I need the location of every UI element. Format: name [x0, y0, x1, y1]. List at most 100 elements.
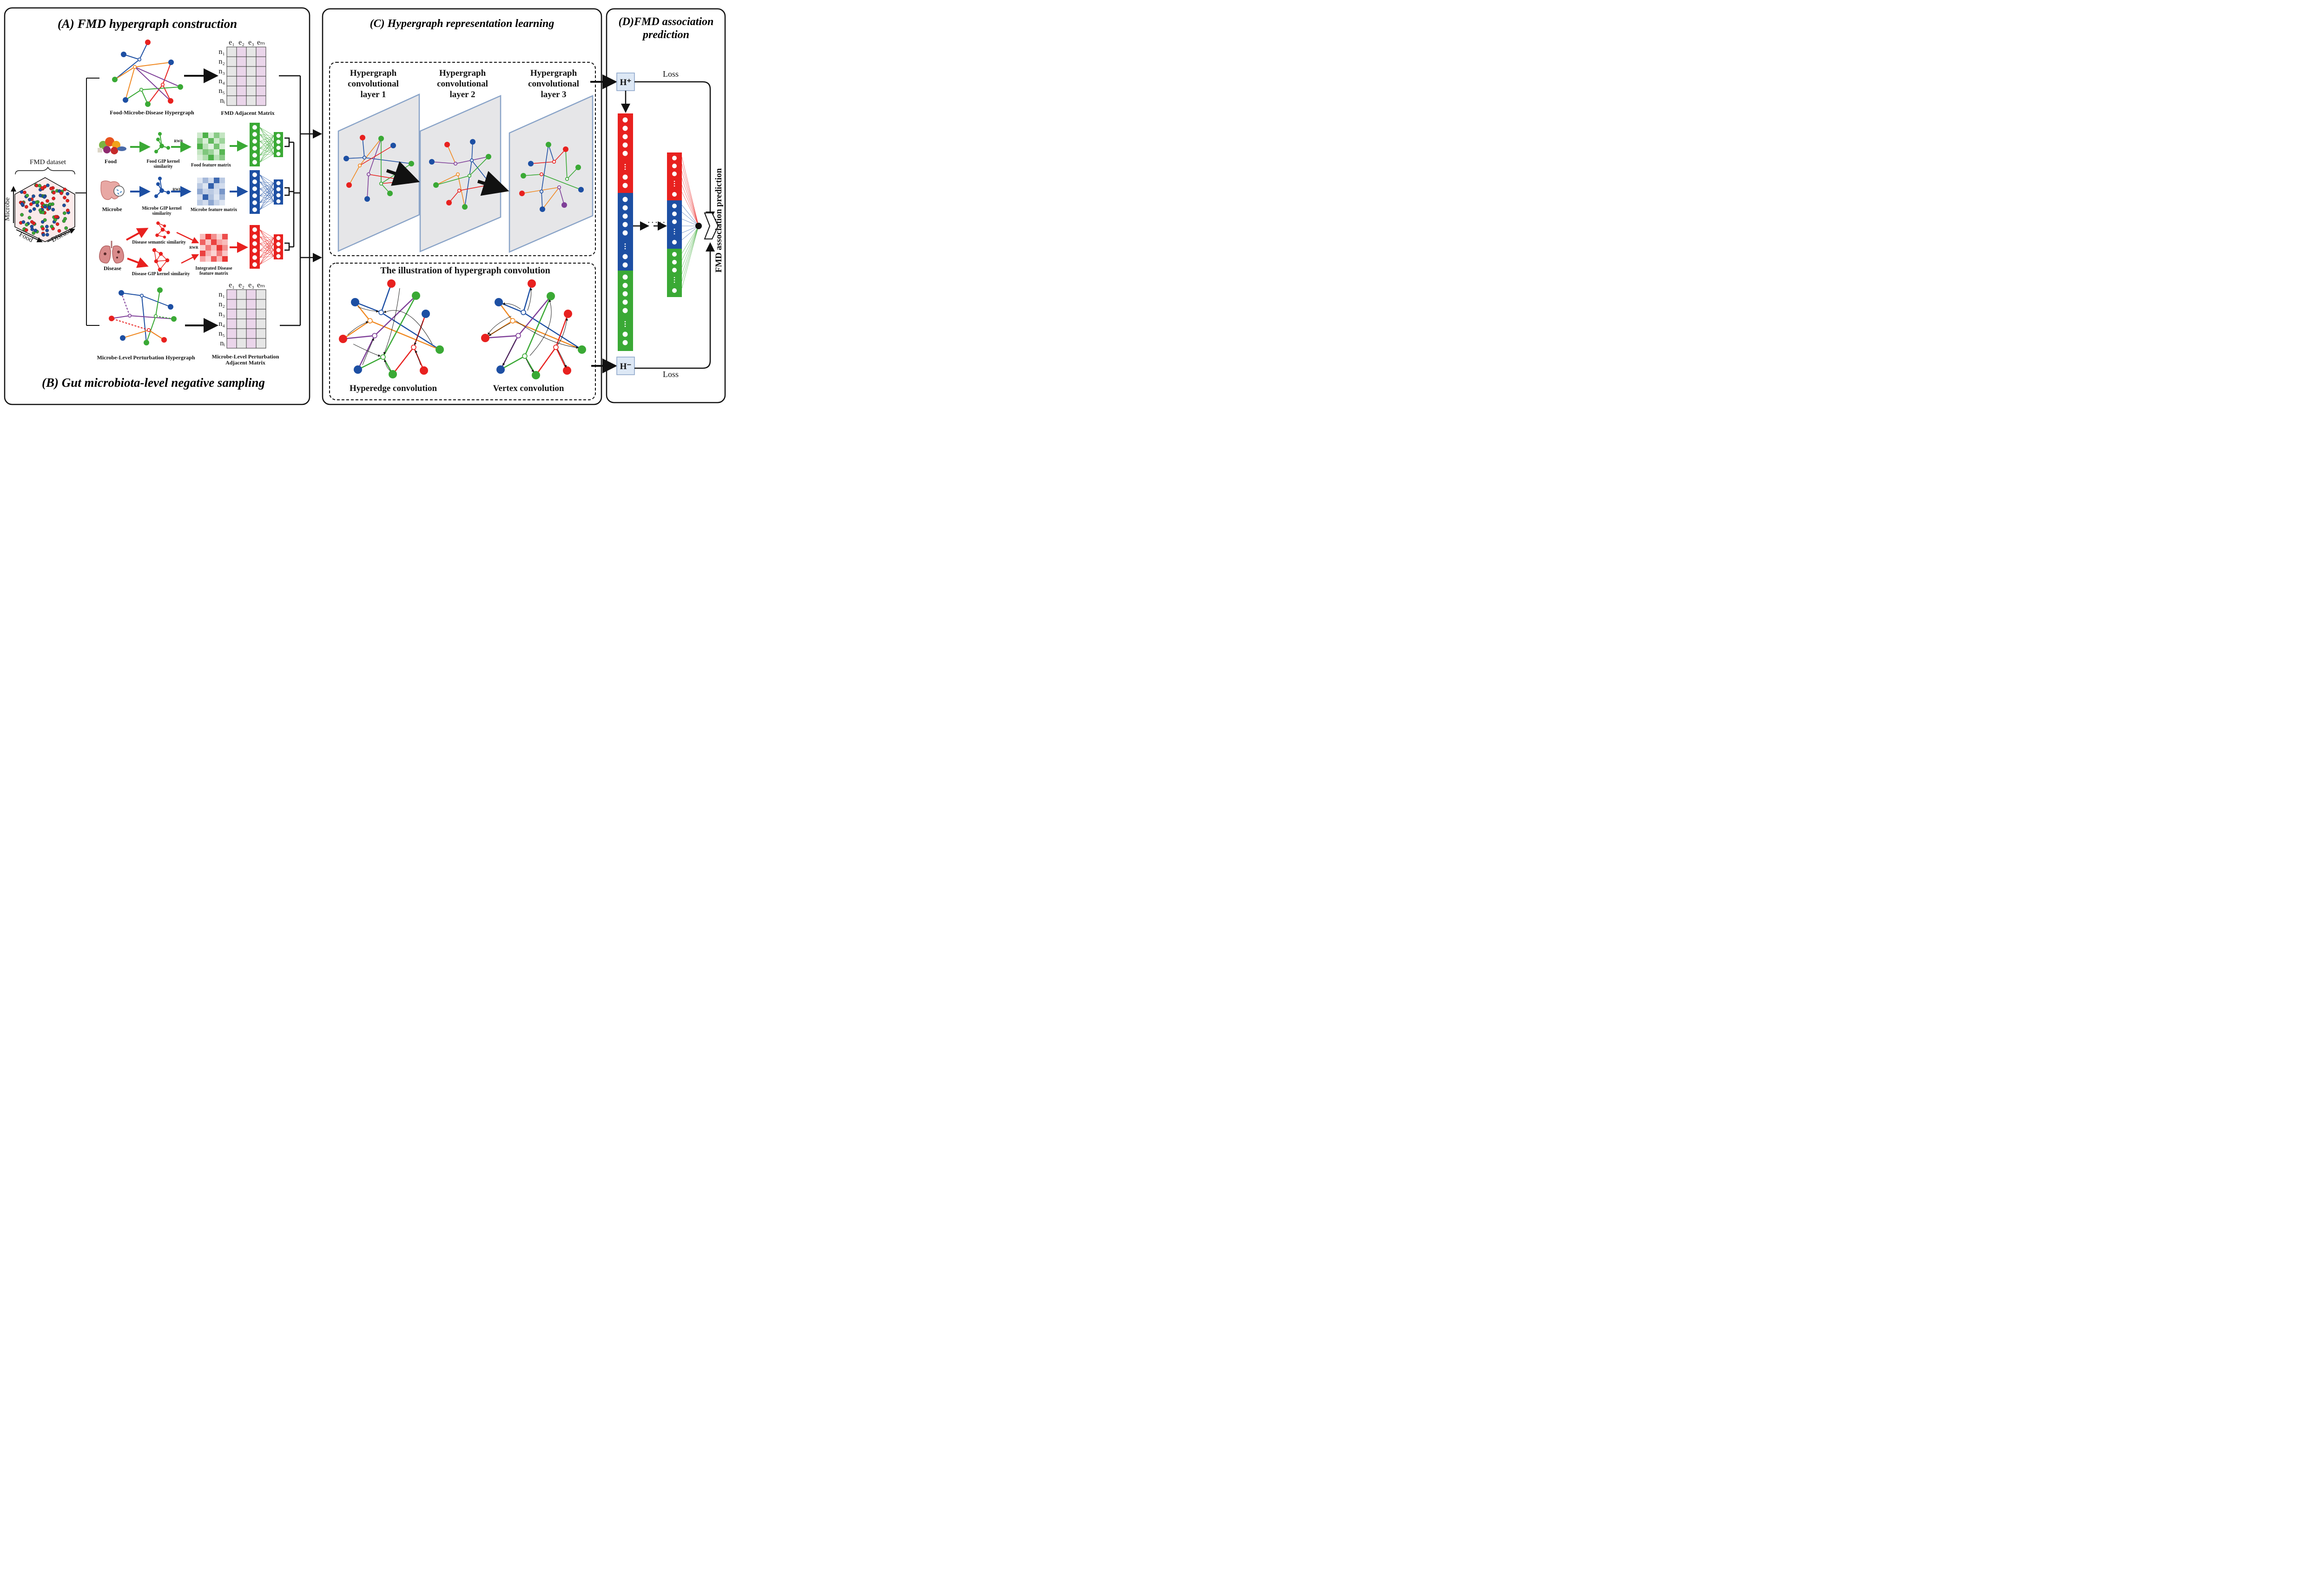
matrix-cell: [256, 46, 266, 57]
encoder-unit: [252, 248, 257, 253]
compressed-ellipsis-dot: [673, 183, 675, 185]
embedding-unit: [622, 308, 628, 313]
vertex-node: [409, 161, 414, 166]
embedding-unit: [622, 230, 628, 236]
vertex-node: [171, 316, 177, 322]
vertex-node: [444, 142, 450, 147]
matrix-cell: [236, 56, 247, 67]
encoder-link: [259, 244, 274, 258]
encoder-unit: [252, 153, 257, 158]
panel-a-title: (A) FMD hypergraph construction: [58, 17, 237, 31]
perturbation-hypergraph: [109, 287, 177, 345]
encoder-link: [259, 135, 274, 149]
feature-cell: [214, 178, 219, 183]
feature-cell: [222, 256, 228, 262]
layer-2-title-line2: convolutional: [437, 79, 488, 89]
hyperedge-convolution-label: Hyperedge convolution: [350, 384, 437, 393]
hyperedge-hub: [139, 293, 144, 298]
vertex-node: [496, 365, 505, 374]
panel-b-title: (B) Gut microbiota-level negative sampli…: [42, 376, 265, 390]
encoder-link: [259, 183, 274, 210]
encoder-unit: [276, 254, 281, 258]
encoder-unit: [276, 248, 281, 252]
encoder-link: [259, 134, 274, 136]
hyperedge-link: [512, 320, 582, 351]
encoder-link: [259, 236, 274, 238]
hyperedge-hub: [552, 159, 556, 164]
hyperedge-hub: [510, 318, 515, 324]
encoder-unit: [276, 133, 281, 138]
hyperedge-hub: [366, 172, 371, 177]
hyperedge-hub: [160, 82, 165, 87]
hyperedge-link: [500, 355, 525, 371]
hyperedge-link: [343, 335, 375, 340]
layer-3-title-line2: convolutional: [528, 79, 579, 89]
dataset-dot: [62, 211, 66, 215]
convolution-title: The illustration of hypergraph convoluti…: [380, 265, 550, 276]
feature-cell: [217, 245, 222, 251]
encoder-link: [259, 181, 274, 196]
compressed-unit: [672, 204, 677, 208]
hyperedge-link: [349, 165, 360, 185]
encoder-link: [259, 195, 274, 210]
dataset-dot: [20, 213, 24, 217]
message-arrow: [527, 288, 533, 311]
feature-cell: [197, 149, 203, 155]
compressed-unit: [672, 268, 677, 272]
message-arrow: [347, 321, 369, 335]
vertex-node: [354, 365, 362, 374]
encoder-link: [259, 135, 274, 142]
hyperedge-link: [436, 174, 458, 185]
prediction-link: [681, 171, 699, 226]
matrix-cell: [226, 328, 237, 339]
panel-d-title-line1: (D)FMD association: [619, 16, 714, 28]
dataset-dot: [66, 208, 70, 212]
feature-cell: [222, 239, 228, 245]
microbe-encoder: [250, 170, 283, 214]
matrix-row-header: n₁: [218, 48, 225, 56]
perturbation-matrix-line2: Adjacent Matrix: [225, 359, 265, 366]
vertex-node: [112, 77, 118, 82]
vertex-node: [168, 98, 173, 104]
encoder-link: [259, 141, 274, 154]
vertex-node: [470, 139, 475, 145]
encoder-link: [259, 229, 274, 245]
dataset-dot: [55, 222, 59, 226]
message-arrow: [502, 302, 521, 310]
hyperedge-link: [125, 89, 142, 100]
matrix-cell: [256, 328, 266, 339]
embedding-unit: [622, 213, 628, 219]
dataset-dot: [20, 202, 24, 206]
axis-microbe-label: Microbe: [4, 197, 11, 221]
dataset-dot: [39, 193, 42, 198]
h-minus-label: H⁻: [620, 362, 632, 371]
encoder-unit: [276, 193, 281, 198]
message-arrow: [529, 299, 552, 356]
dataset-dot: [54, 215, 58, 219]
compressed-unit: [672, 252, 677, 257]
feature-cell: [208, 183, 214, 189]
food-icon: [98, 137, 126, 154]
encoder-link: [259, 153, 274, 163]
feature-cell: [219, 183, 225, 189]
matrix-row-header: n₄: [218, 320, 225, 328]
compressed-ellipsis-dot: [673, 233, 675, 235]
hyperedge-link: [471, 141, 473, 161]
encoder-link: [259, 236, 274, 251]
hyperedge-hub: [565, 177, 569, 181]
encoder-link: [259, 238, 274, 258]
vertex-node: [519, 191, 525, 196]
dataset-label: FMD dataset: [30, 159, 66, 166]
message-arrow: [489, 323, 511, 336]
feature-cell: [222, 234, 228, 239]
hyperedge-hub: [137, 57, 142, 62]
feature-cell: [197, 155, 203, 160]
dataset-dot: [38, 184, 42, 188]
encoder-unit: [252, 132, 257, 137]
encoder-link: [259, 243, 274, 251]
matrix-cell: [226, 95, 237, 106]
hyperedge-hub: [153, 314, 158, 318]
vertex-node: [378, 136, 384, 141]
feature-cell: [214, 144, 219, 149]
